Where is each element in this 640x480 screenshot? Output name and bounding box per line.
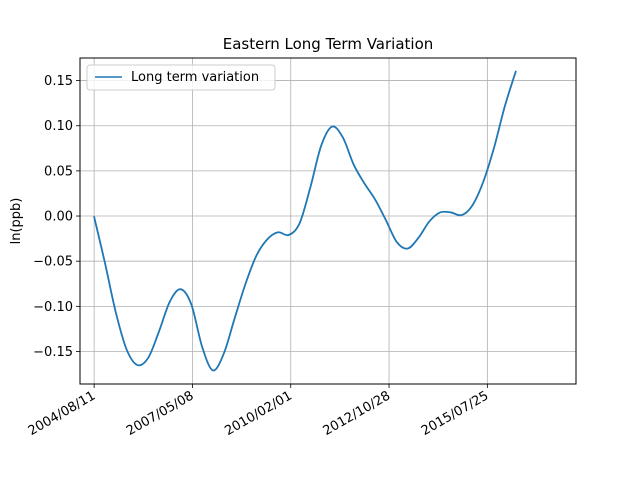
y-tick-label: 0.05 xyxy=(44,164,73,179)
legend: Long term variation xyxy=(86,64,276,91)
series-line xyxy=(93,70,517,372)
y-tick-label: 0.10 xyxy=(44,119,73,134)
y-tick-label: 0.00 xyxy=(44,210,73,225)
series-layer xyxy=(93,70,517,372)
legend-box xyxy=(86,64,276,91)
y-tick-label: −0.15 xyxy=(33,345,73,360)
y-tick-label: −0.05 xyxy=(33,255,73,270)
plot-frame xyxy=(79,57,577,385)
chart-title: Eastern Long Term Variation xyxy=(223,35,434,53)
legend-label: Long term variation xyxy=(131,70,259,85)
y-tick-label: −0.10 xyxy=(33,300,73,315)
grid xyxy=(80,58,576,384)
y-tick-label: 0.15 xyxy=(44,74,73,89)
y-axis-label: ln(ppb) xyxy=(9,198,24,245)
y-axis: −0.15 −0.10 −0.05 0.00 0.05 0.10 0.15 xyxy=(33,74,80,360)
